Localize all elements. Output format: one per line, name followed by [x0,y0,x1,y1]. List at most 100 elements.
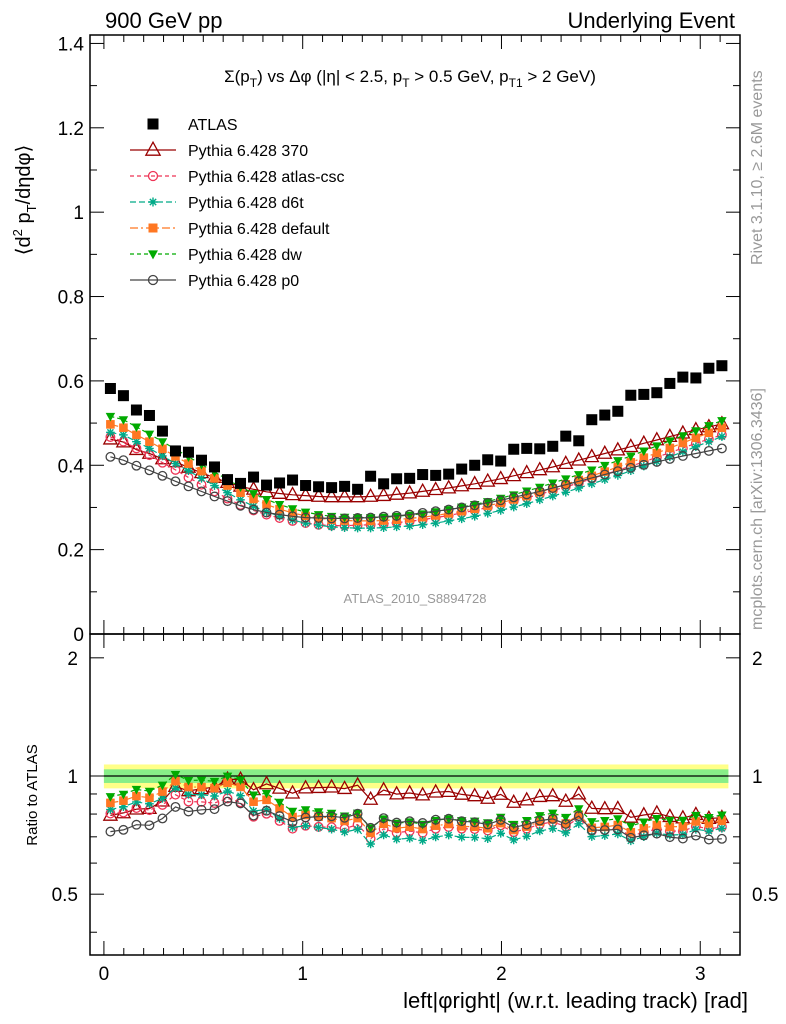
main-data-marks [102,360,730,533]
pythia-6-428-dw-ratio-point [404,818,415,828]
pythia-6-428-p0-ratio-point [534,815,545,826]
pythia-6-428-default-ratio-point [119,796,128,805]
pythia-6-428-d6t-point [600,475,610,484]
pythia-6-428-default-point [574,475,584,485]
pythia-6-428-370-point [440,479,457,494]
pythia-6-428-370-point [532,461,548,476]
pythia-6-428-370-point [336,488,353,503]
pythia-6-428-d6t-point [444,516,453,526]
pythia-6-428-dw-ratio-point [326,809,337,819]
pythia-6-428-default-point [717,423,727,433]
pythia-6-428-p0-point [170,476,181,487]
pythia-6-428-p0-point [365,512,376,523]
pythia-6-428-d6t-ratio-point [418,836,427,845]
pythia-6-428-p0-ratio-point [118,824,129,835]
pythia-6-428-d6t-line [110,431,723,529]
atlas-point [378,478,390,490]
atlas-point [586,414,598,426]
legend: ATLAS Pythia 6.428 370 Pythia 6.428 atlas-… [130,117,345,290]
atlas-point [677,371,689,383]
pythia-6-428-dw-ratio-point [131,785,142,795]
pythia-6-428-p0-point [378,511,389,522]
pythia-6-428-d6t-ratio-point [106,805,115,814]
pythia-6-428-370-ratio-point [493,785,509,800]
pythia-6-428-d6t-point [704,437,714,446]
pythia-6-428-d6t-ratio-point [210,791,219,801]
pythia-6-428-p0-ratio-point [703,834,714,845]
pythia-6-428-d6t-ratio-point [275,814,284,823]
pythia-6-428-p0-ratio-point [573,811,584,822]
pythia-6-428-d6t-ratio-point [158,794,167,803]
pythia-6-428-default-ratio-point [704,819,714,828]
pythia-6-428-d6t-point [236,495,245,505]
pythia-6-428-d6t-ratio-point [145,799,154,809]
atlas-point [482,454,494,466]
pythia-6-428-p0-point [534,486,545,497]
pythia-6-428-370-ratio-point [258,775,275,790]
pythia-6-428-d6t-point [548,491,558,501]
pythia-6-428-default-point [210,474,219,483]
x-tick-label: 0 [99,964,110,985]
pythia-6-428-370-point [623,438,639,453]
pythia-6-428-dw-ratio-point [144,787,155,797]
ratio-data-marks [102,770,730,849]
pythia-6-428-p0-ratio-point [144,820,155,831]
pythia-6-428-p0-ratio-point [716,833,727,844]
reference-band [103,764,729,789]
pythia-6-428-dw-ratio-point [561,813,571,823]
pythia-6-428-p0-ratio-point [391,817,402,828]
legend-label-pythia-6-428-atlas-csc: Pythia 6.428 atlas-csc [188,169,345,186]
legend-marker-atlas [147,118,159,130]
pythia-6-428-dw-point [261,495,272,505]
pythia-6-428-dw-point [704,422,714,431]
atlas-point [143,409,155,421]
atlas-point [703,362,715,374]
pythia-6-428-p0-point [690,448,701,459]
legend-marker-pythia-6-428-d6t [148,197,158,207]
pythia-6-428-p0-point [417,507,428,518]
pythia-6-428-default-ratio-point [574,810,584,820]
pythia-6-428-default-ratio-point [535,817,545,826]
pythia-6-428-dw-point [144,430,155,440]
atlas-point [156,425,168,437]
legend-label-atlas: ATLAS [188,117,238,134]
pythia-6-428-p0-ratio-point [560,819,571,829]
pythia-6-428-p0-point [430,506,441,517]
pythia-6-428-d6t-ratio-point [132,797,141,807]
pythia-6-428-p0-ratio-point [339,812,350,823]
pythia-6-428-p0-ratio-point [599,825,610,836]
pythia-6-428-d6t-point [665,452,675,462]
pythia-6-428-p0-ratio-point [131,819,142,830]
pythia-6-428-p0-point [287,511,298,522]
atlas-point [521,442,533,454]
pythia-6-428-default-point [249,494,258,504]
header-left-label: 900 GeV pp [105,8,222,33]
pythia-6-428-d6t-ratio-point [522,831,532,841]
legend-marker-pythia-6-428-370 [144,140,162,156]
pythia-6-428-p0-ratio-point [404,816,415,827]
pythia-6-428-p0-point [677,451,688,461]
pythia-6-428-default-ratio-point [145,793,154,803]
pythia-6-428-p0-ratio-point [547,813,558,824]
pythia-6-428-default-point [704,428,714,438]
pythia-6-428-d6t-point [392,522,401,532]
pythia-6-428-dw-point [535,483,545,493]
pythia-6-428-p0-ratio-point [365,822,376,833]
header-right-label: Underlying Event [567,8,735,33]
pythia-6-428-default-point [639,453,649,462]
pythia-6-428-dw-ratio-point [522,817,532,826]
pythia-6-428-default-point [145,437,154,446]
pythia-6-428-default-point [587,471,597,481]
atlas-point [222,474,234,486]
pythia-6-428-d6t-ratio-point [587,832,597,841]
pythia-6-428-370-point [310,487,327,502]
pythia-6-428-default-ratio-point [496,818,506,828]
pythia-6-428-default-ratio-point [652,820,662,830]
pythia-6-428-p0-ratio-point [300,812,311,823]
pythia-6-428-default-ratio-point [691,817,701,826]
pythia-6-428-370-ratio-point [349,776,366,791]
pythia-6-428-dw-point [378,513,389,523]
pythia-6-428-dw-point [652,442,662,452]
pythia-6-428-d6t-ratio-point [327,824,336,834]
pythia-6-428-370-point [414,482,431,497]
